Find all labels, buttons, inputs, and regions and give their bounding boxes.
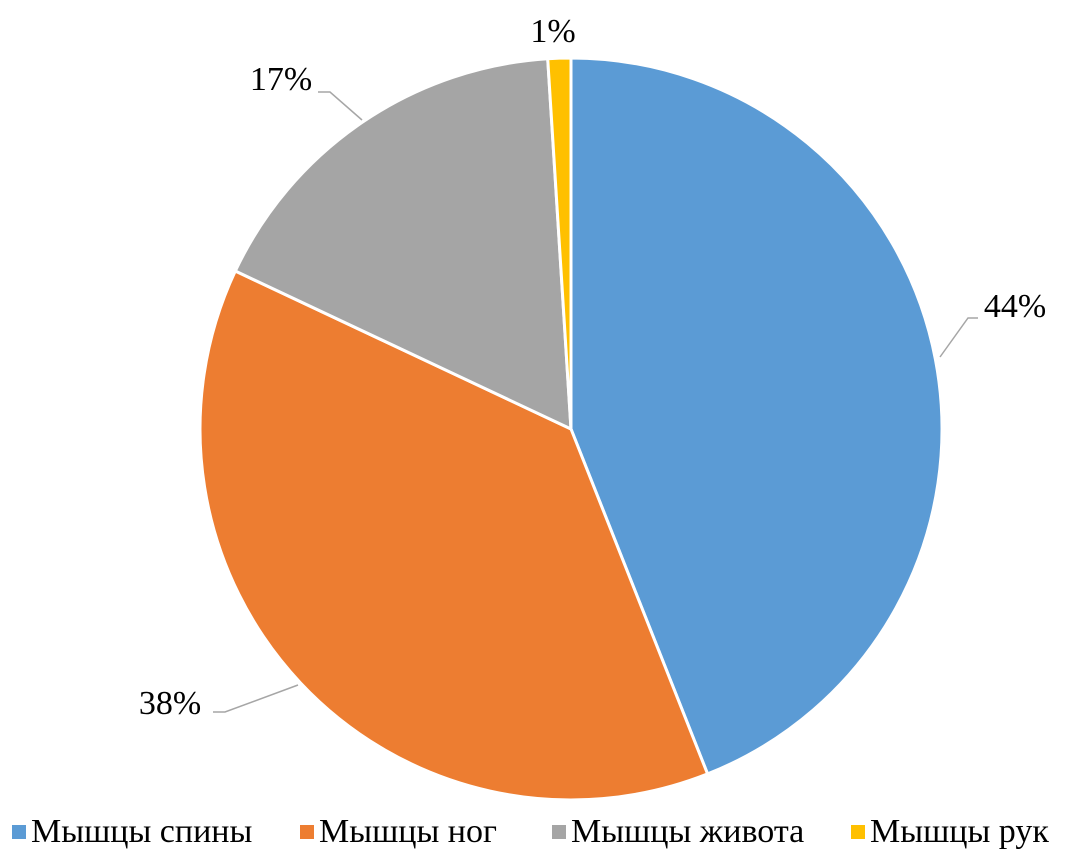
pie-slice — [198, 269, 710, 802]
data-label: 1% — [530, 13, 575, 50]
legend-label: Мышцы рук — [870, 813, 1049, 850]
legend-label: Мышцы спины — [31, 813, 252, 850]
pie-slice — [233, 57, 573, 431]
data-label: 38% — [139, 685, 201, 722]
legend-swatch — [12, 825, 26, 839]
legend-label: Мышцы ног — [319, 813, 497, 850]
leader-line — [939, 317, 978, 358]
pie-slice — [569, 56, 944, 776]
leader-line — [318, 91, 363, 121]
data-label: 17% — [250, 61, 312, 98]
leader-line — [213, 684, 299, 713]
legend-label: Мышцы живота — [571, 813, 804, 850]
data-label: 44% — [984, 288, 1046, 325]
legend-swatch — [552, 825, 566, 839]
legend-swatch — [300, 825, 314, 839]
legend-swatch — [851, 825, 865, 839]
pie-slice — [546, 56, 573, 431]
